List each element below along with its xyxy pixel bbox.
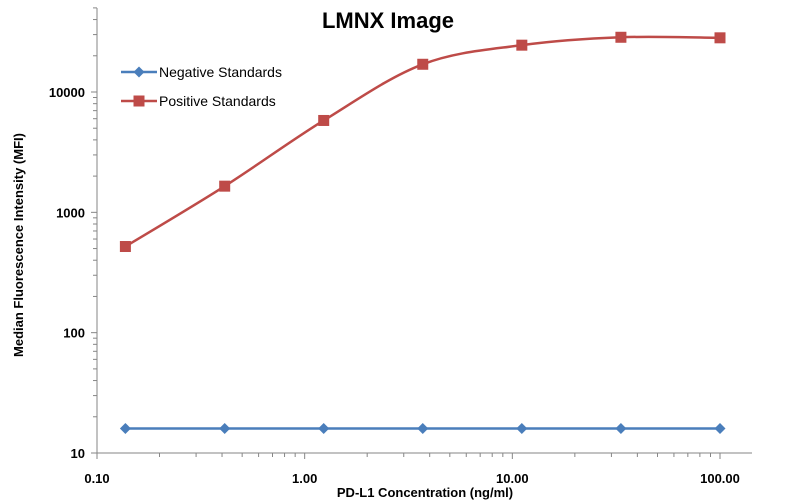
y-tick-label: 10000 [49, 85, 85, 100]
series-negative-standards [119, 422, 726, 434]
data-point-diamond [219, 422, 231, 434]
data-point-diamond [318, 422, 330, 434]
series-layer [119, 31, 726, 434]
y-minor-ticks [91, 7, 97, 454]
data-point-square [516, 39, 528, 51]
y-tick-label: 10 [71, 446, 85, 461]
x-tick-label: 0.10 [84, 471, 109, 486]
legend-label: Positive Standards [159, 93, 276, 109]
chart-title: LMNX Image [322, 8, 454, 33]
data-point-diamond [516, 422, 528, 434]
legend-swatch-marker [133, 66, 145, 78]
data-point-diamond [417, 422, 429, 434]
x-tick-label: 100.00 [700, 471, 740, 486]
data-point-square [417, 58, 429, 70]
x-tick-labels: 0.10 1.00 10.00 100.00 [84, 471, 740, 486]
y-tick-labels: 10 100 1000 10000 [49, 85, 85, 461]
data-point-square [119, 241, 131, 253]
data-point-diamond [714, 422, 726, 434]
legend-item: Negative Standards [121, 64, 282, 80]
legend-swatch-marker [133, 95, 145, 107]
x-tick-label: 10.00 [496, 471, 529, 486]
y-tick-label: 1000 [56, 205, 85, 220]
data-point-square [318, 114, 330, 126]
x-axis-title: PD-L1 Concentration (ng/ml) [337, 485, 513, 500]
data-point-diamond [119, 422, 131, 434]
x-tick-label: 1.00 [292, 471, 317, 486]
data-point-square [219, 180, 231, 192]
data-point-square [714, 32, 726, 44]
legend: Negative Standards Positive Standards [121, 64, 282, 109]
y-axis-title: Median Fluorescence Intensity (MFI) [11, 133, 26, 357]
legend-label: Negative Standards [159, 64, 282, 80]
data-point-diamond [615, 422, 627, 434]
series-positive-standards [119, 31, 726, 253]
legend-item: Positive Standards [121, 93, 276, 109]
y-tick-label: 100 [63, 326, 85, 341]
data-point-square [615, 31, 627, 43]
x-minor-ticks [96, 453, 721, 459]
